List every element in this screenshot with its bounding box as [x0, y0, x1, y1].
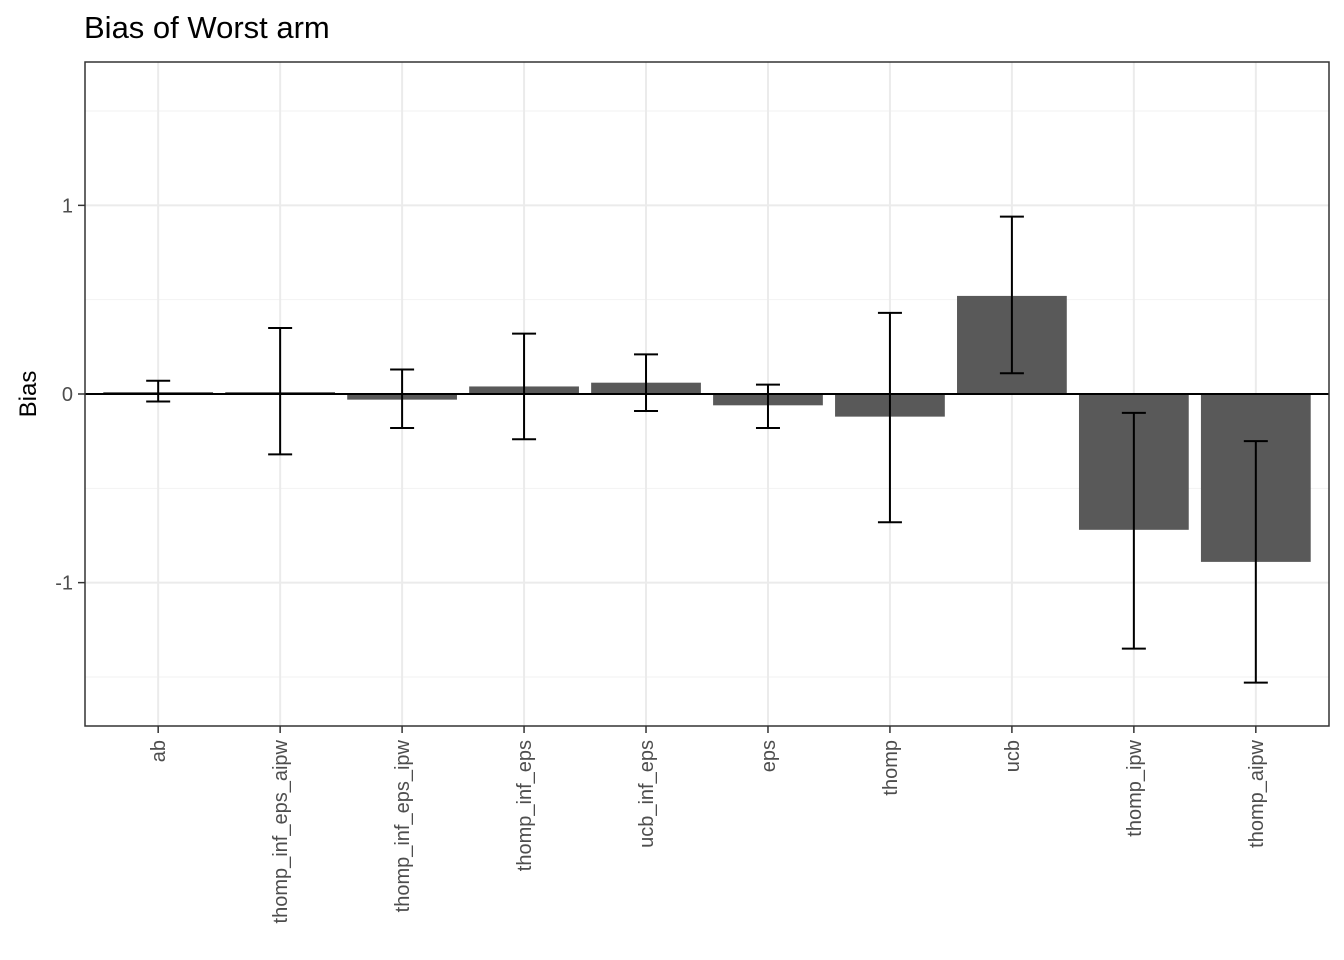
- error-bar-thomp_inf_eps: [512, 332, 537, 441]
- x-axis-ticks: ab thomp_inf_eps_aipw thomp_inf_eps_ipw tho…: [148, 726, 1268, 923]
- error-bar-ucb_inf_eps: [634, 353, 659, 412]
- x-tick-label-ucb_inf_eps: ucb_inf_eps: [636, 740, 658, 848]
- error-bar-thomp_ipw: [1121, 411, 1146, 650]
- x-tick-label-thomp_inf_eps: thomp_inf_eps: [514, 740, 536, 871]
- chart-title: Bias of Worst arm: [84, 10, 330, 45]
- x-tick-label-thomp_aipw: thomp_aipw: [1246, 739, 1268, 847]
- y-tick-label: 1: [62, 195, 73, 217]
- error-bar-thomp: [877, 311, 902, 524]
- y-tick-label: -1: [55, 573, 73, 595]
- error-bar-ab: [146, 379, 171, 403]
- error-bar-thomp_inf_eps_ipw: [390, 368, 415, 429]
- y-tick-label: 0: [62, 384, 73, 406]
- x-tick-label-thomp_ipw: thomp_ipw: [1124, 739, 1146, 836]
- bars: [103, 295, 1311, 562]
- x-tick-label-ab: ab: [148, 740, 170, 762]
- x-tick-label-thomp: thomp: [880, 740, 902, 796]
- x-tick-label-thomp_inf_eps_ipw: thomp_inf_eps_ipw: [392, 739, 414, 912]
- x-tick-label-eps: eps: [758, 740, 780, 772]
- y-axis-ticks: -1 0 1: [55, 195, 85, 595]
- error-bars: [146, 215, 1268, 684]
- error-bar-thomp_aipw: [1243, 440, 1268, 684]
- error-bar-ucb: [999, 215, 1024, 375]
- error-bar-eps: [755, 383, 780, 429]
- x-tick-label-ucb: ucb: [1002, 740, 1024, 772]
- error-bar-thomp_inf_eps_aipw: [268, 326, 293, 456]
- x-tick-label-thomp_inf_eps_aipw: thomp_inf_eps_aipw: [270, 739, 292, 923]
- y-axis-title: Bias: [15, 371, 42, 418]
